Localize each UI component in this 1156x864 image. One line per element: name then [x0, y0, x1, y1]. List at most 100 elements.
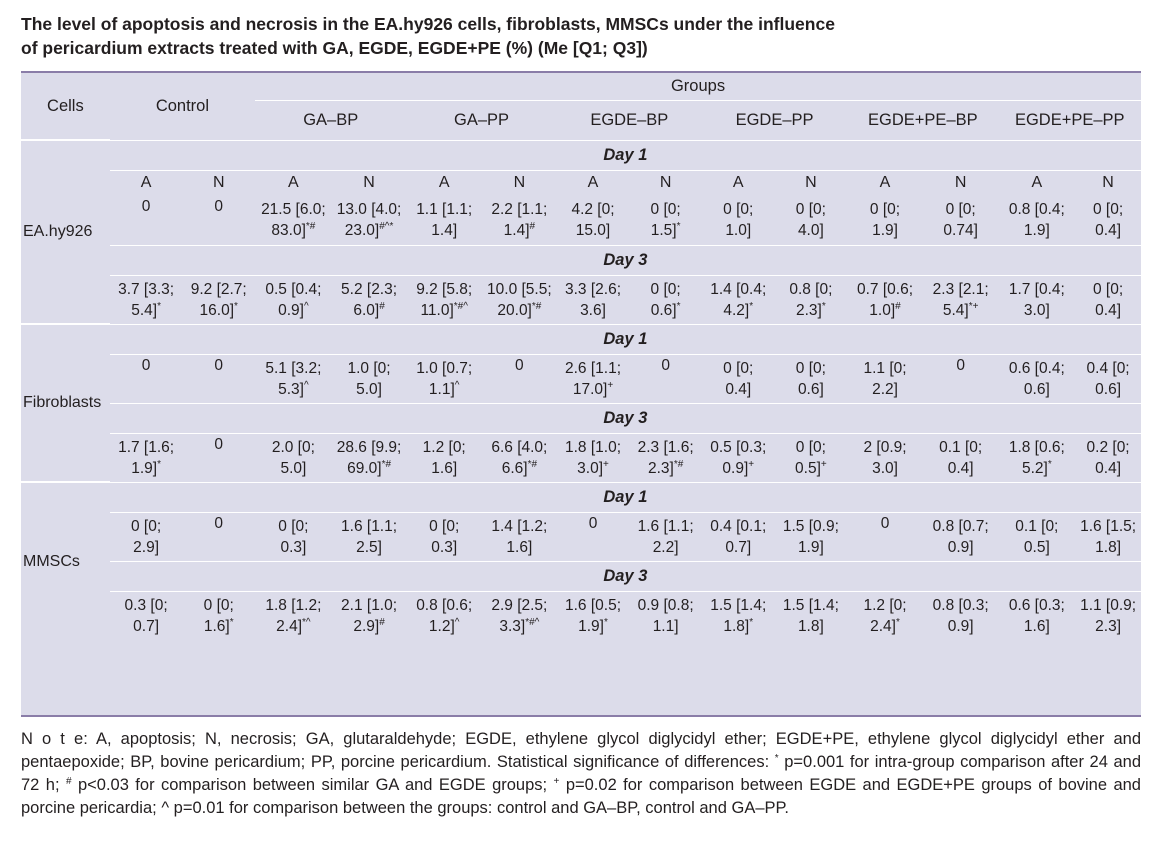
- value-quartile-close: 6.0]#: [353, 300, 385, 319]
- value-median: 0 [0;: [131, 517, 162, 535]
- value-quartile-close: 3.0]+: [577, 458, 609, 477]
- note-text-3: p<0.03 for comparison between similar GA…: [71, 776, 554, 794]
- table-title: The level of apoptosis and necrosis in t…: [21, 12, 1141, 60]
- value-median: 1.0 [0;: [347, 359, 391, 377]
- value-quartile-close: 5.2]*: [1021, 458, 1052, 477]
- significance-mark: *: [676, 300, 681, 312]
- value-median: 1.1 [1.1;: [416, 201, 473, 219]
- value-quartile-close: 4.2]*: [723, 300, 754, 319]
- value-quartile-close: 0.4]: [725, 380, 752, 398]
- significance-mark: ^: [454, 379, 460, 391]
- value-cell: 0: [557, 512, 630, 561]
- value-quartile-close: 2.3]*#: [647, 458, 684, 477]
- note-text-1: : A, apoptosis; N, necrosis; GA, glutara…: [21, 730, 1141, 771]
- group-egde-bp: EGDE–BP: [590, 110, 669, 129]
- significance-mark: *#: [531, 300, 542, 312]
- value-median: 4.2 [0;: [571, 201, 615, 219]
- significance-mark: *: [821, 300, 826, 312]
- value-cell: 9.2 [2.7; 16.0]*: [182, 275, 255, 324]
- value-cell: 0.4 [0; 0.6]: [1075, 354, 1141, 403]
- significance-mark: *: [157, 458, 161, 470]
- significance-mark: *: [234, 300, 238, 312]
- value-median: 0.9 [0.8;: [637, 596, 694, 614]
- significance-mark: *#^: [453, 300, 468, 312]
- day-label: Day 3: [109, 244, 1141, 276]
- value-cell: 0.1 [0; 0.4]: [923, 433, 999, 482]
- value-cell: 0 [0; 1.5]*: [629, 196, 702, 245]
- group-egde-pp: EGDE–PP: [735, 110, 814, 129]
- value-cell: 1.5 [1.4; 1.8]: [775, 591, 848, 640]
- significance-mark: *: [157, 300, 161, 312]
- value-quartile-close: 1.6]: [1023, 617, 1050, 635]
- value-quartile-close: 0.4]: [947, 459, 974, 477]
- value-quartile-close: 0.9]^: [278, 300, 309, 319]
- value-median: 0.8 [0;: [789, 280, 833, 298]
- significance-mark: *: [229, 616, 234, 628]
- apoptosis-column-label: A: [879, 174, 891, 192]
- value-median: 13.0 [4.0;: [336, 201, 402, 219]
- value-quartile-close: 1.2]^: [428, 616, 460, 635]
- day-label: Day 3: [109, 402, 1141, 434]
- value-cell: 1.6 [1.1; 2.5]: [332, 512, 407, 561]
- value-quartile-close: 1.0]: [725, 222, 752, 240]
- value-cell: 2.2 [1.1; 1.4]#: [482, 196, 557, 245]
- value-quartile-close: 1.4]#: [503, 221, 536, 240]
- value-median: 0: [588, 514, 598, 532]
- value-cell: 0.7 [0.6; 1.0]#: [847, 275, 923, 324]
- value-cell: 0 [0; 0.5]+: [775, 433, 848, 482]
- value-median: 1.1 [0.9;: [1080, 596, 1137, 614]
- value-cell: 2 [0.9; 3.0]: [847, 433, 923, 482]
- value-cell: 1.4 [0.4; 4.2]*: [702, 275, 775, 324]
- value-cell: 0: [629, 354, 702, 403]
- value-median: 1.5 [1.4;: [782, 596, 839, 614]
- value-cell: 1.0 [0; 5.0]: [332, 354, 407, 403]
- value-cell: 2.9 [2.5; 3.3]*#^: [482, 591, 557, 640]
- cell-type-label: Fibroblasts: [21, 323, 110, 482]
- day-label: Day 3: [109, 560, 1141, 592]
- value-cell: 1.6 [1.1; 2.2]: [629, 512, 702, 561]
- significance-mark: ^: [303, 300, 309, 312]
- value-quartile-close: 2.3]*: [795, 300, 826, 319]
- value-cell: 1.4 [1.2; 1.6]: [482, 512, 557, 561]
- value-cell: 0 [0; 0.3]: [406, 512, 482, 561]
- value-quartile-close: 2.2]: [652, 538, 679, 556]
- value-cell: 3.3 [2.6; 3.6]: [557, 275, 630, 324]
- significance-mark: *: [1047, 458, 1052, 470]
- value-quartile-close: 4.0]: [797, 222, 824, 240]
- value-quartile-close: 16.0]*: [199, 300, 238, 319]
- value-median: 0 [0;: [723, 359, 754, 377]
- value-quartile-close: 69.0]*#: [347, 458, 392, 477]
- value-median: 0.8 [0.3;: [932, 596, 989, 614]
- value-cell: 10.0 [5.5; 20.0]*#: [482, 275, 557, 324]
- apoptosis-column-label: A: [587, 174, 599, 192]
- value-quartile-close: 0.7]: [725, 538, 752, 556]
- value-median: 2.6 [1.1;: [564, 359, 621, 377]
- value-cell: 0.5 [0.4; 0.9]^: [255, 275, 332, 324]
- value-cell: 21.5 [6.0; 83.0]*#: [255, 196, 332, 245]
- value-cell: 0.3 [0; 0.7]: [110, 591, 183, 640]
- value-quartile-close: 0.7]: [133, 617, 160, 635]
- group-ga-pp: GA–PP: [454, 110, 510, 129]
- value-cell: 0.8 [0.3; 0.9]: [923, 591, 999, 640]
- value-median: 0.6 [0.4;: [1008, 359, 1065, 377]
- value-cell: 0.8 [0; 2.3]*: [775, 275, 848, 324]
- value-quartile-close: 2.4]*^: [276, 616, 311, 635]
- day-label: Day 1: [109, 323, 1141, 355]
- value-cell: 0 [0; 0.6]: [775, 354, 848, 403]
- significance-mark: *#: [381, 458, 392, 470]
- value-cell: 0.2 [0; 0.4]: [1075, 433, 1141, 482]
- value-median: 2.3 [1.6;: [637, 438, 694, 456]
- value-median: 0.5 [0.3;: [710, 438, 767, 456]
- value-cell: 1.2 [0; 2.4]*: [847, 591, 923, 640]
- value-median: 1.2 [0;: [863, 596, 907, 614]
- value-median: 0.7 [0.6;: [857, 280, 914, 298]
- value-median: 0: [880, 514, 890, 532]
- significance-mark: #^*: [379, 221, 394, 233]
- value-cell: 0 [0; 2.9]: [110, 512, 183, 561]
- value-cell: 0 [0; 0.74]: [923, 196, 999, 245]
- value-cell: 2.3 [2.1; 5.4]*+: [923, 275, 999, 324]
- value-quartile-close: 2.3]: [1095, 617, 1122, 635]
- value-quartile-close: 1.9]*: [578, 616, 608, 635]
- value-cell: 4.2 [0; 15.0]: [557, 196, 630, 245]
- significance-mark: +: [820, 458, 827, 470]
